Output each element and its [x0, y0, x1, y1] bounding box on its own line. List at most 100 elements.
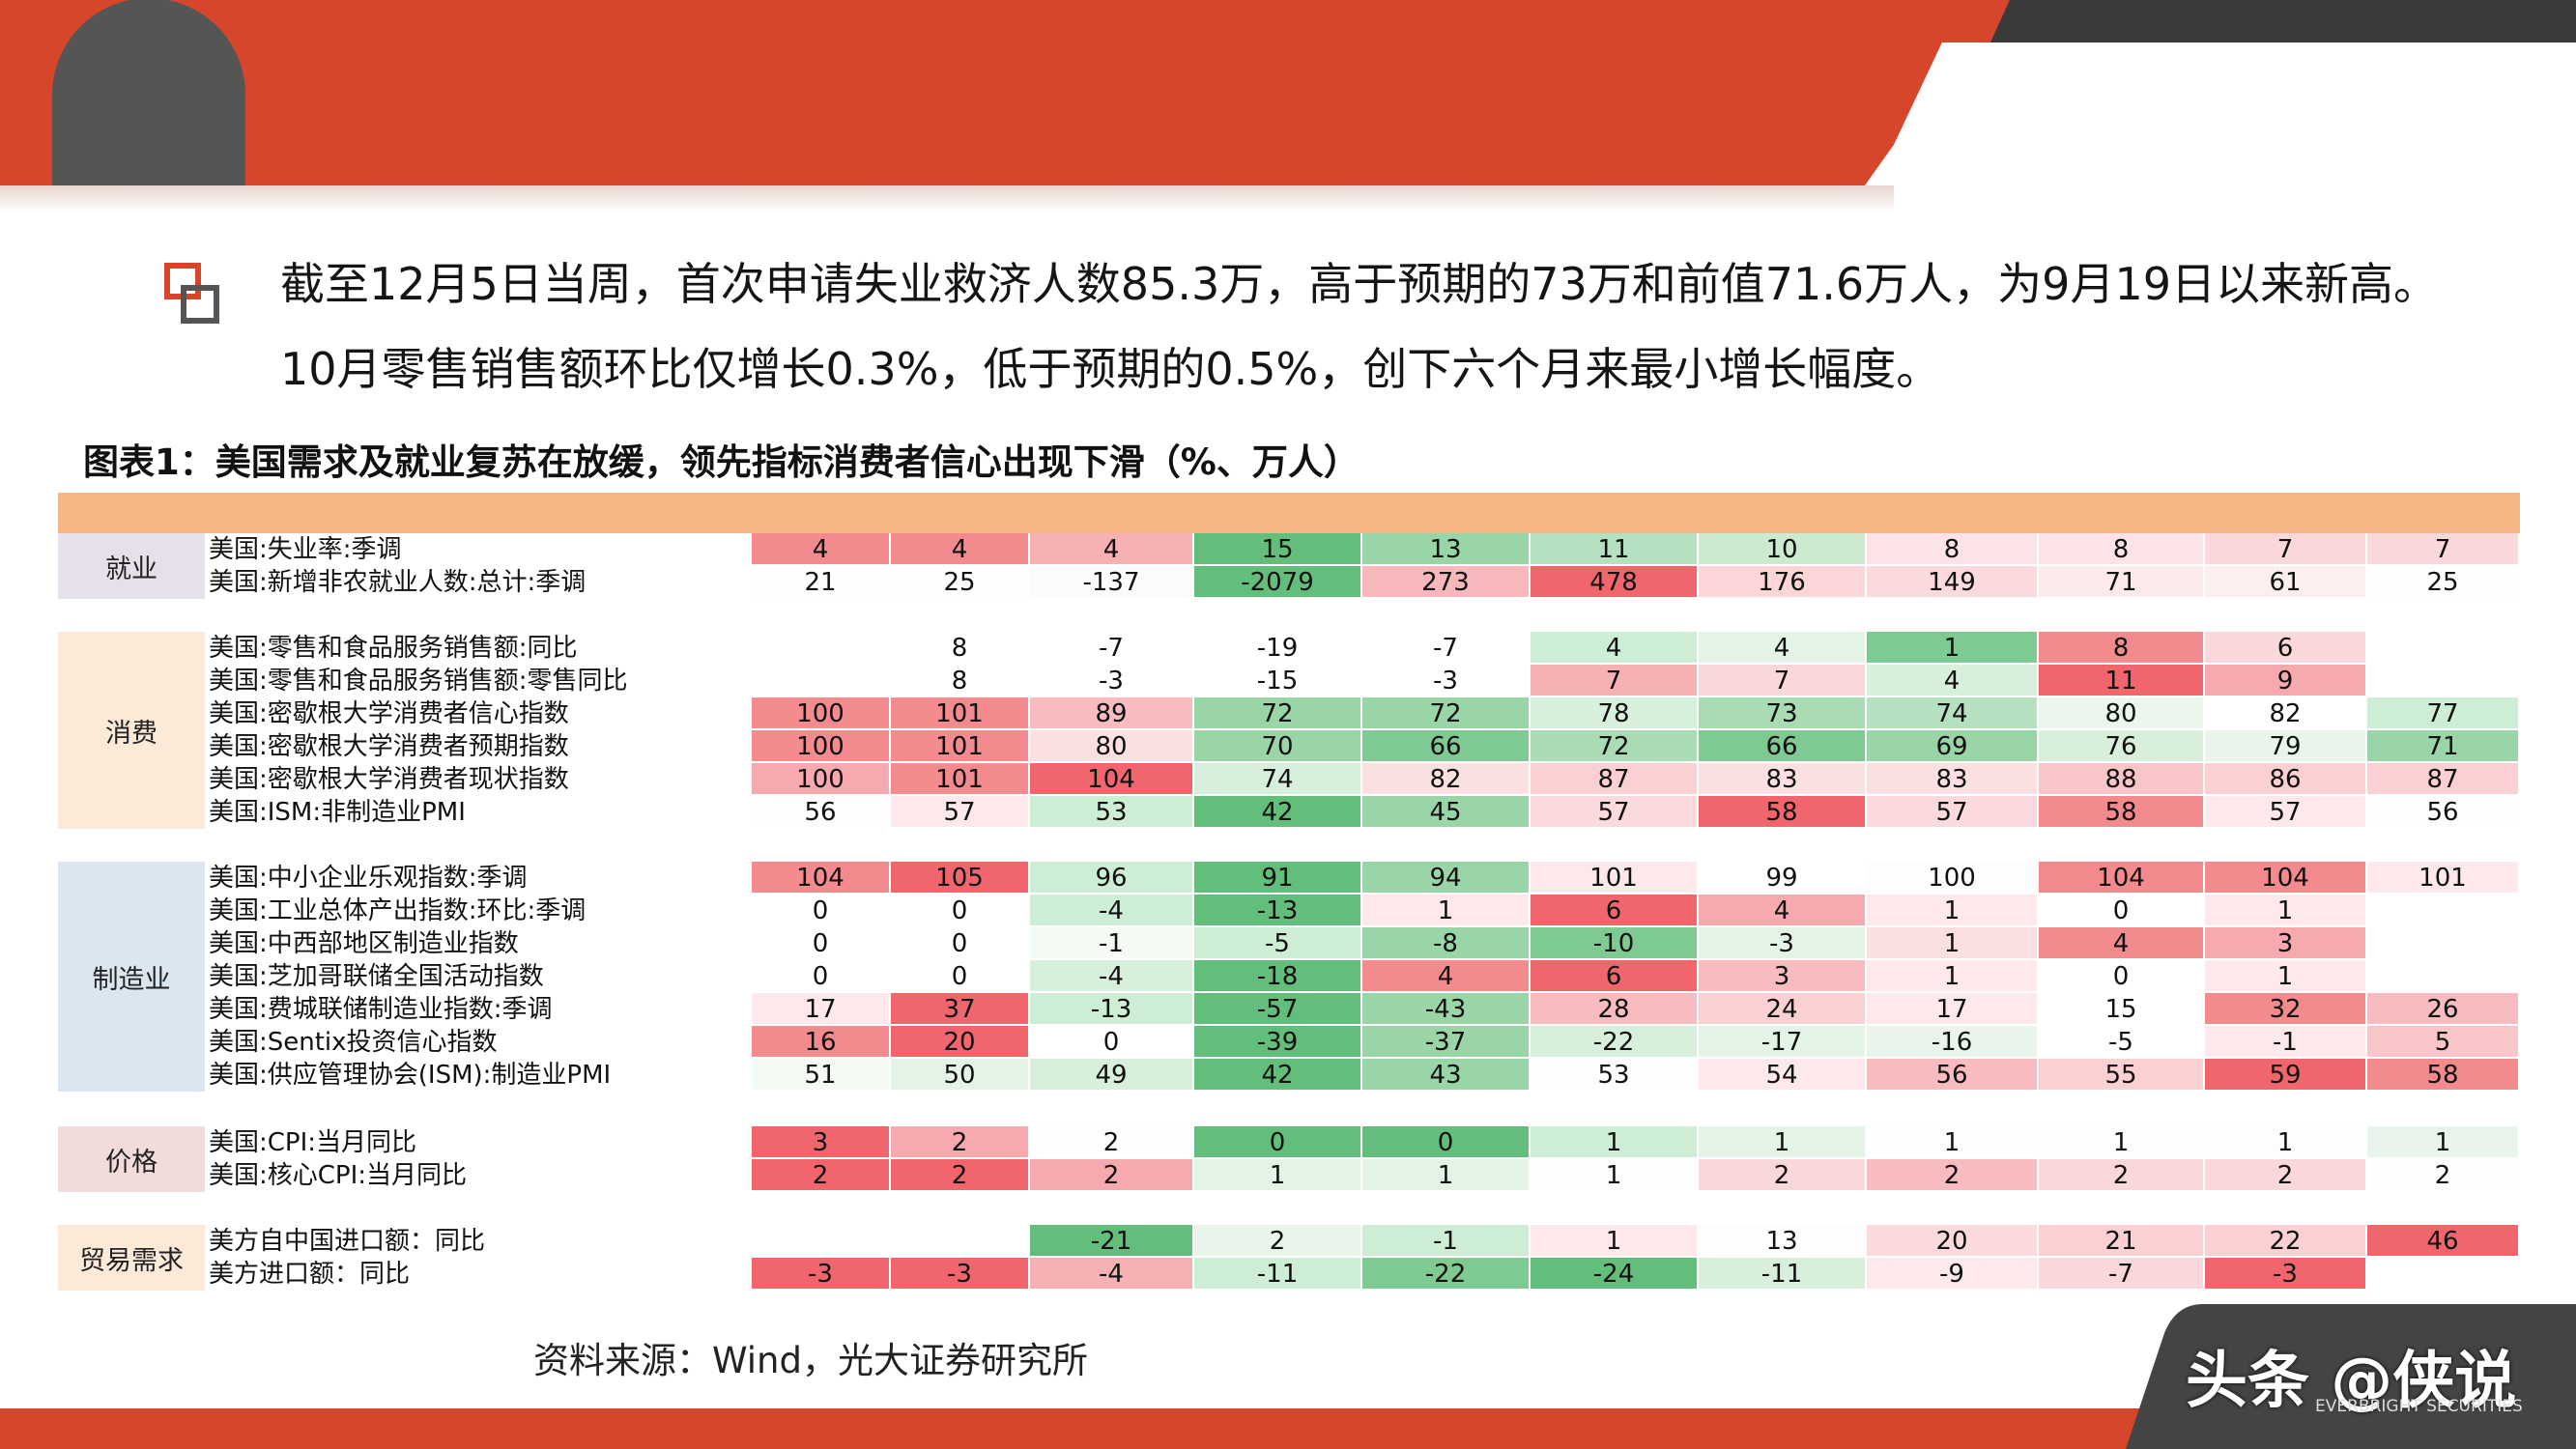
- table-cell: -3: [752, 1258, 889, 1289]
- row-label: 美国:工业总体产出指数:环比:季调: [209, 896, 587, 925]
- table-cell: 8: [891, 665, 1028, 696]
- table-cell: 54: [1699, 1059, 1865, 1090]
- row-label: 美国:中西部地区制造业指数: [209, 929, 519, 958]
- intro-line-2: 10月零售销售额环比仅增长0.3%，低于预期的0.5%，创下六个月来最小增长幅度…: [280, 343, 1941, 395]
- table-cell: 6: [1531, 895, 1697, 925]
- table-cell: 11: [2039, 665, 2203, 696]
- table-cell: 1: [2205, 1126, 2365, 1157]
- table-cell: 1: [1867, 1126, 2037, 1157]
- bullet-square-icon: [164, 263, 219, 324]
- header-banner: [0, 0, 2576, 185]
- table-cell: 2: [1030, 1126, 1192, 1157]
- table-cell: 2: [1867, 1159, 2037, 1190]
- table-cell: 78: [1531, 697, 1697, 728]
- table-cell: -9: [1867, 1258, 2037, 1289]
- table-cell: 86: [2205, 763, 2365, 794]
- table-cell: 71: [2367, 730, 2518, 761]
- table-cell: [752, 665, 889, 696]
- table-cell: 105: [891, 862, 1028, 893]
- table-cell: 2: [1030, 1159, 1192, 1190]
- table-cell: 3: [752, 1126, 889, 1157]
- table-cell: 7: [2205, 533, 2365, 564]
- table-cell: 17: [752, 993, 889, 1024]
- table-cell: 7: [2367, 533, 2518, 564]
- table-cell: -17: [1699, 1026, 1865, 1057]
- table-cell: -16: [1867, 1026, 2037, 1057]
- table-header-band: [58, 493, 2520, 533]
- table-cell: [2367, 665, 2518, 696]
- table-cell: 80: [2039, 697, 2203, 728]
- figure-title: 图表1：美国需求及就业复苏在放缓，领先指标消费者信心出现下滑（%、万人）: [83, 441, 1360, 483]
- table-cell: -4: [1030, 1258, 1192, 1289]
- row-label: 美国:供应管理协会(ISM):制造业PMI: [209, 1061, 612, 1090]
- table-cell: 25: [2367, 566, 2518, 597]
- table-cell: 61: [2205, 566, 2365, 597]
- table-cell: 56: [752, 796, 889, 827]
- table-cell: 59: [2205, 1059, 2365, 1090]
- table-cell: 4: [1699, 895, 1865, 925]
- table-cell: -1: [1030, 927, 1192, 958]
- table-cell: -57: [1194, 993, 1360, 1024]
- table-cell: 2: [2367, 1159, 2518, 1190]
- table-cell: 149: [1867, 566, 2037, 597]
- table-cell: 72: [1531, 730, 1697, 761]
- table-cell: 101: [2367, 862, 2518, 893]
- table-cell: 50: [891, 1059, 1028, 1090]
- table-cell: 1: [2039, 1126, 2203, 1157]
- table-cell: 96: [1030, 862, 1192, 893]
- table-cell: 4: [1867, 665, 2037, 696]
- table-cell: -137: [1030, 566, 1192, 597]
- table-cell: 89: [1030, 697, 1192, 728]
- table-cell: -7: [1362, 632, 1529, 663]
- table-cell: -7: [1030, 632, 1192, 663]
- table-cell: 101: [891, 697, 1028, 728]
- table-cell: 2: [1699, 1159, 1865, 1190]
- table-cell: 8: [891, 632, 1028, 663]
- table-cell: 11: [1531, 533, 1697, 564]
- table-cell: 0: [752, 927, 889, 958]
- intro-line-1: 截至12月5日当周，首次申请失业救济人数85.3万，高于预期的73万和前值71.…: [280, 258, 2438, 310]
- table-cell: 88: [2039, 763, 2203, 794]
- table-cell: 6: [1531, 960, 1697, 991]
- table-cell: -1: [1362, 1225, 1529, 1256]
- table-cell: 4: [1362, 960, 1529, 991]
- table-cell: 17: [1867, 993, 2037, 1024]
- row-label: 美国:芝加哥联储全国活动指数: [209, 962, 544, 991]
- table-cell: [2367, 1258, 2518, 1289]
- table-cell: 10: [1699, 533, 1865, 564]
- table-cell: 4: [891, 533, 1028, 564]
- table-cell: 71: [2039, 566, 2203, 597]
- table-cell: 176: [1699, 566, 1865, 597]
- table-cell: 58: [1699, 796, 1865, 827]
- group-label: 消费: [58, 632, 205, 829]
- table-cell: 21: [752, 566, 889, 597]
- table-cell: -18: [1194, 960, 1360, 991]
- table-cell: -3: [1699, 927, 1865, 958]
- row-label: 美国:新增非农就业人数:总计:季调: [209, 568, 587, 597]
- table-cell: 0: [752, 895, 889, 925]
- table-cell: 56: [2367, 796, 2518, 827]
- table-cell: 99: [1699, 862, 1865, 893]
- table-cell: -3: [1030, 665, 1192, 696]
- table-cell: 42: [1194, 796, 1360, 827]
- table-cell: 13: [1699, 1225, 1865, 1256]
- table-cell: 53: [1030, 796, 1192, 827]
- table-cell: 1: [1194, 1159, 1360, 1190]
- table-cell: 273: [1362, 566, 1529, 597]
- table-cell: 5: [2367, 1026, 2518, 1057]
- table-cell: 4: [1030, 533, 1192, 564]
- table-cell: -13: [1030, 993, 1192, 1024]
- table-cell: 4: [1531, 632, 1697, 663]
- table-cell: 26: [2367, 993, 2518, 1024]
- table-cell: 13: [1362, 533, 1529, 564]
- table-cell: 1: [1531, 1225, 1697, 1256]
- table-cell: 1: [1699, 1126, 1865, 1157]
- row-label: 美国:密歇根大学消费者信心指数: [209, 699, 569, 728]
- table-cell: [2367, 927, 2518, 958]
- table-cell: 3: [2205, 927, 2365, 958]
- table-cell: [752, 632, 889, 663]
- table-cell: 9: [2205, 665, 2365, 696]
- table-cell: 72: [1362, 697, 1529, 728]
- table-cell: 76: [2039, 730, 2203, 761]
- table-cell: 1: [2205, 960, 2365, 991]
